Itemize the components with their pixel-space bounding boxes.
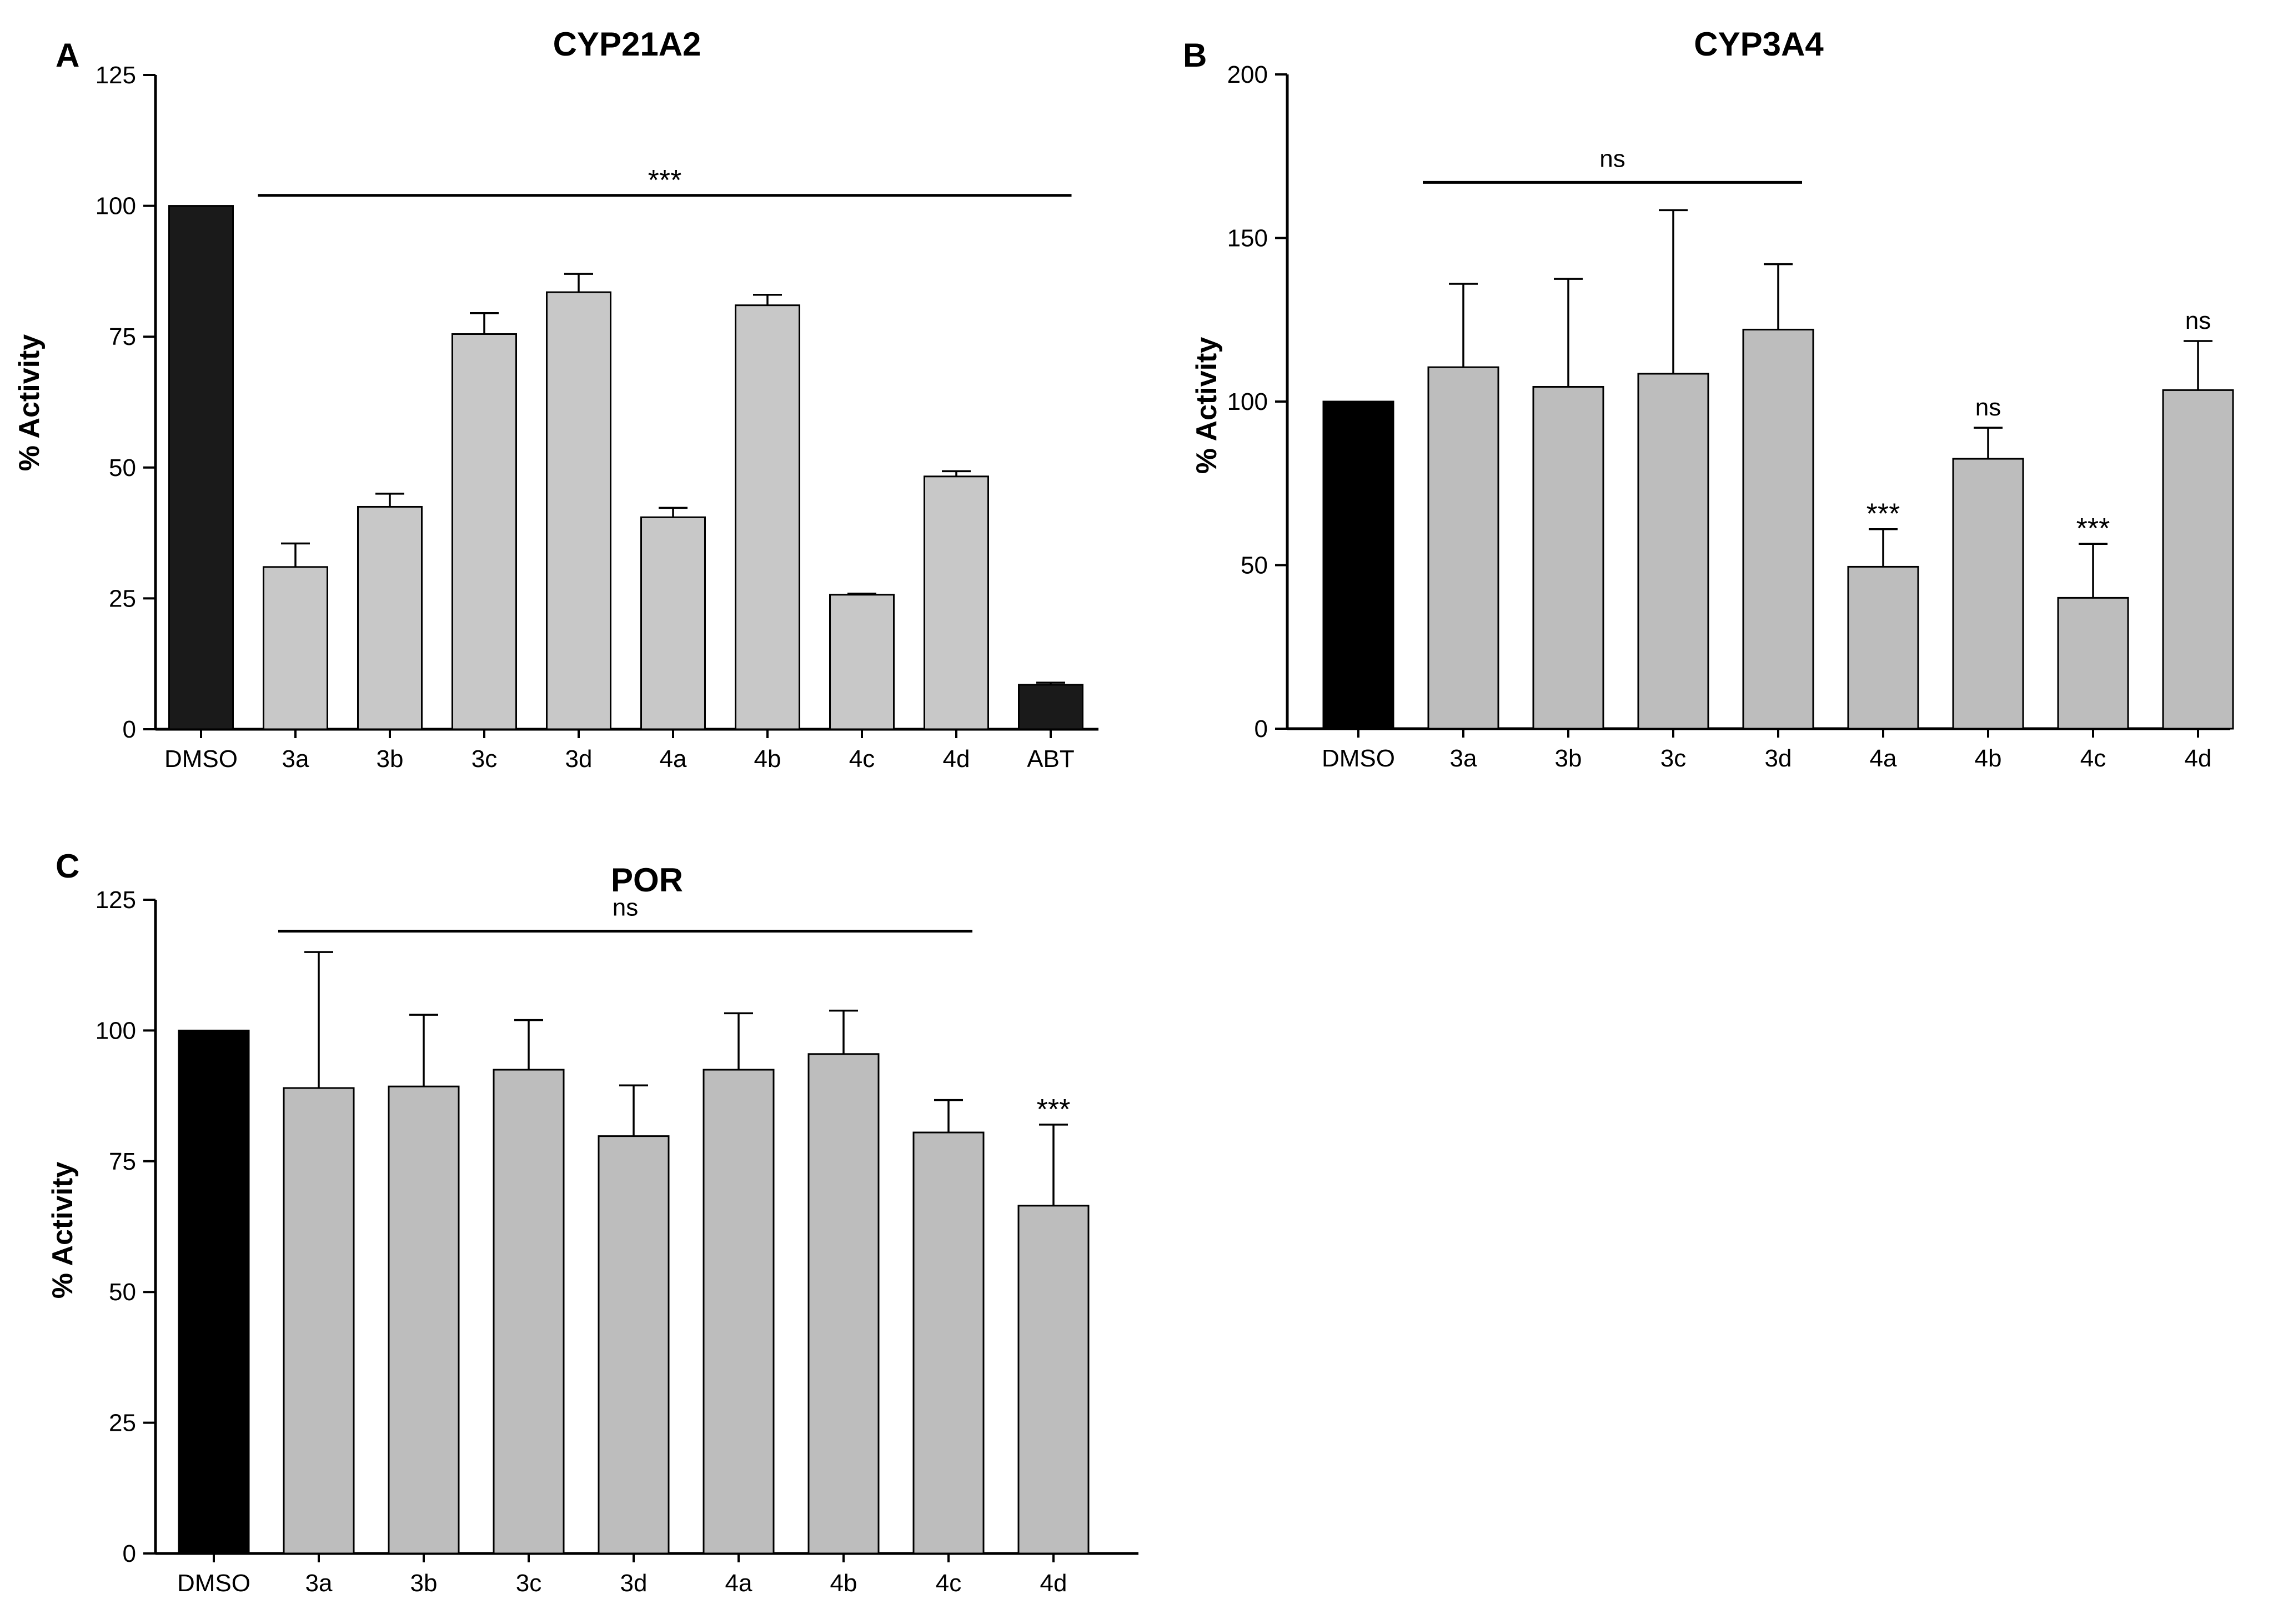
bar-3b (388, 1085, 460, 1555)
y-axis-label: % Activity (47, 1162, 79, 1299)
bar-4c (912, 1131, 985, 1555)
bar-3c (493, 1069, 565, 1555)
bar-dmso (1322, 400, 1394, 730)
bar-4d (1017, 1205, 1090, 1555)
bar-4d (2162, 389, 2234, 730)
x-tick-label-4d: 4d (1040, 1570, 1067, 1597)
bar-4c (2057, 597, 2129, 730)
significance-label: ns (613, 894, 638, 921)
bar-annotation-4d: *** (1037, 1094, 1071, 1126)
x-tick-label-3d: 3d (1765, 745, 1792, 772)
chart-panel-a: A CYP21A2 % Activity 0 25 50 75 100 125 DMSO 3a 3b 3… (13, 26, 1098, 773)
bar-4d (924, 475, 989, 730)
x-tick-label-abt: ABT (1027, 745, 1075, 773)
y-tick-label: 25 (109, 585, 136, 612)
y-tick-label: 50 (1241, 552, 1268, 579)
x-tick-label-4c: 4c (2080, 745, 2106, 772)
x-tick-label-3c: 3c (471, 745, 497, 773)
y-tick-label: 0 (123, 1540, 136, 1567)
chart-title: POR (611, 861, 683, 899)
bar-3a (263, 566, 328, 730)
bar-dmso (168, 205, 234, 730)
x-tick-label-4b: 4b (1975, 745, 2002, 772)
bar-annotation-4d: ns (2185, 307, 2211, 334)
x-tick-label-4c: 4c (849, 745, 875, 773)
x-tick-label-4d: 4d (943, 745, 970, 773)
y-tick-label: 75 (109, 323, 136, 350)
x-tick-label-4d: 4d (2185, 745, 2212, 772)
x-tick-label-4b: 4b (830, 1570, 857, 1597)
chart-title: CYP3A4 (1694, 26, 1824, 63)
x-tick-label-dmso: DMSO (177, 1570, 250, 1597)
bar-3c (1637, 373, 1709, 730)
bar-annotation-4a: *** (1866, 498, 1900, 530)
x-tick-label-3d: 3d (620, 1570, 648, 1597)
bar-3d (1742, 328, 1814, 730)
y-tick-label: 100 (96, 193, 136, 220)
x-tick-label-3d: 3d (565, 745, 593, 773)
bar-3d (598, 1135, 670, 1555)
x-tick-label-3b: 3b (1555, 745, 1582, 772)
bar-4a (640, 516, 706, 730)
y-tick-label: 125 (96, 62, 136, 89)
significance-label: *** (648, 164, 682, 197)
x-tick-label-3a: 3a (1450, 745, 1477, 772)
x-tick-label-3c: 3c (516, 1570, 541, 1597)
bar-4a (1847, 565, 1919, 730)
bar-3b (1532, 385, 1604, 730)
bar-dmso (178, 1029, 250, 1555)
panel-letter: C (56, 848, 79, 885)
bar-4a (703, 1069, 775, 1555)
panel-letter: A (56, 37, 79, 74)
x-tick-label-3c: 3c (1660, 745, 1686, 772)
x-tick-label-4a: 4a (1870, 745, 1897, 772)
panel-letter: B (1183, 37, 1207, 74)
bar-abt (1018, 684, 1083, 730)
y-tick-label: 100 (96, 1017, 136, 1044)
x-tick-label-3b: 3b (410, 1570, 438, 1597)
y-tick-label: 150 (1227, 225, 1268, 252)
x-tick-label-dmso: DMSO (1322, 745, 1395, 772)
y-tick-label: 100 (1227, 388, 1268, 415)
bar-3a (1427, 366, 1499, 730)
chart-panel-c: C POR % Activity 0 25 50 75 100 125 DMSO 3a 3b 3c 3d 4… (47, 848, 1138, 1597)
bar-3a (283, 1087, 355, 1555)
y-tick-label: 25 (109, 1410, 136, 1437)
y-tick-label: 0 (123, 716, 136, 743)
x-tick-label-3a: 3a (305, 1570, 333, 1597)
x-tick-label-3b: 3b (377, 745, 404, 773)
y-axis-label: % Activity (1191, 337, 1223, 474)
x-tick-label-4a: 4a (725, 1570, 752, 1597)
bar-4c (829, 594, 895, 730)
x-tick-label-4c: 4c (936, 1570, 961, 1597)
bar-annotation-4c: *** (2076, 513, 2110, 545)
x-tick-label-4a: 4a (660, 745, 687, 773)
y-tick-label: 75 (109, 1148, 136, 1175)
bar-3d (546, 291, 611, 730)
bar-3c (451, 333, 517, 730)
y-tick-label: 125 (96, 886, 136, 914)
x-tick-label-4b: 4b (754, 745, 781, 773)
y-tick-label: 50 (109, 1279, 136, 1306)
y-tick-label: 50 (109, 454, 136, 482)
bar-annotation-4b: ns (1975, 394, 2001, 421)
x-tick-label-dmso: DMSO (164, 745, 238, 773)
significance-label: ns (1599, 145, 1625, 172)
y-tick-label: 0 (1255, 715, 1268, 743)
chart-panel-b: B CYP3A4 % Activity 0 50 100 150 200 DMSO 3a 3b 3c 3… (1183, 26, 2234, 772)
bar-4b (735, 304, 800, 730)
chart-title: CYP21A2 (553, 26, 701, 63)
bar-4b (807, 1053, 880, 1555)
y-tick-label: 200 (1227, 61, 1268, 88)
y-axis-label: % Activity (13, 334, 46, 472)
bar-3b (357, 505, 423, 730)
x-tick-label-3a: 3a (282, 745, 309, 773)
bar-4b (1952, 458, 2024, 730)
